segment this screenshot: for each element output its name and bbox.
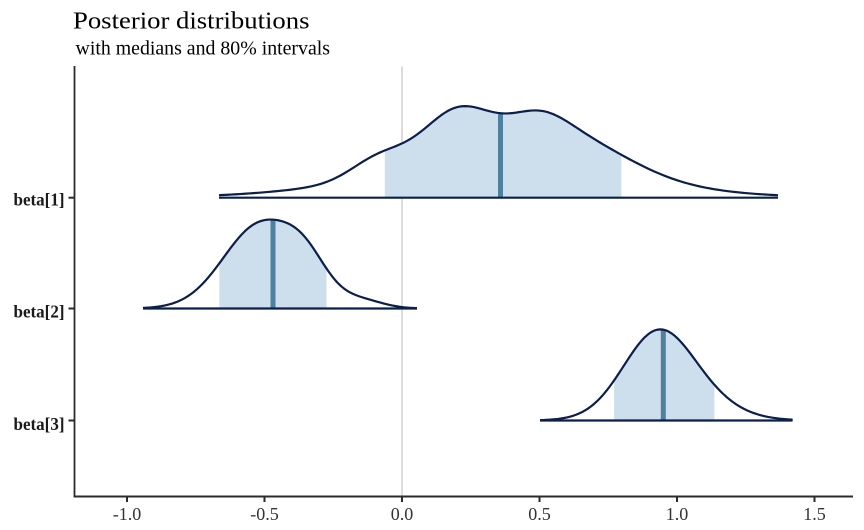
svg-text:0.5: 0.5 xyxy=(528,504,551,524)
svg-text:beta[2]: beta[2] xyxy=(14,302,65,322)
svg-text:beta[1]: beta[1] xyxy=(14,190,65,210)
svg-text:-1.0: -1.0 xyxy=(113,504,142,524)
svg-text:beta[3]: beta[3] xyxy=(14,414,65,434)
svg-text:0.0: 0.0 xyxy=(391,504,414,524)
svg-text:with medians and 80% intervals: with medians and 80% intervals xyxy=(76,38,331,60)
svg-text:1.5: 1.5 xyxy=(803,504,826,524)
svg-text:-0.5: -0.5 xyxy=(250,504,279,524)
svg-text:Posterior distributions: Posterior distributions xyxy=(73,8,310,35)
svg-text:1.0: 1.0 xyxy=(666,504,689,524)
